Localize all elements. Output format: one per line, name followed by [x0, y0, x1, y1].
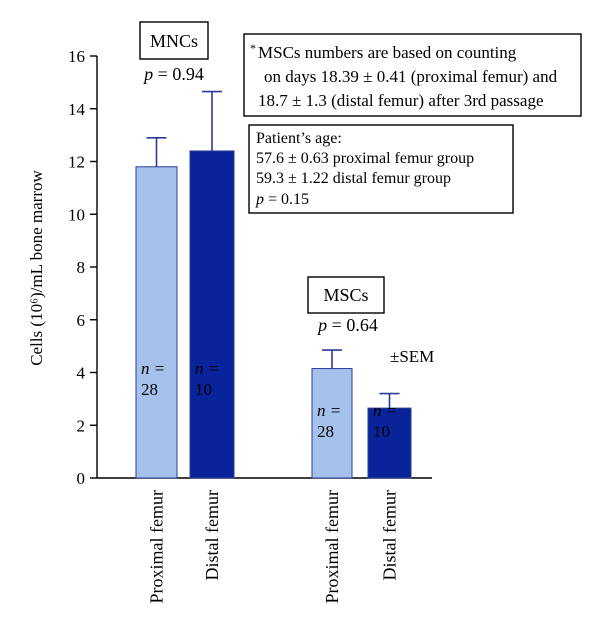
x-tick-label-mncs-distal-femur: Distal femur — [202, 490, 222, 580]
bar-mncs-distal-femur — [189, 150, 235, 479]
mscs-group-label: MSCs — [323, 285, 368, 305]
y-tick-label: 0 — [77, 469, 86, 488]
x-tick-label-mscs-distal-femur: Distal femur — [380, 490, 400, 580]
n-label-mscs-distal-femur: n = — [373, 401, 397, 420]
msc-note-line-3: 18.7 ± 1.3 (distal femur) after 3rd pass… — [258, 91, 544, 110]
y-tick-label: 10 — [68, 205, 85, 224]
error-bars-layer — [146, 90, 400, 409]
x-tick-label-mscs-proximal-femur: Proximal femur — [322, 490, 342, 603]
age-note-line-1: Patient’s age: — [256, 130, 342, 147]
x-tick-label-mncs-proximal-femur: Proximal femur — [147, 490, 167, 603]
bars-layer — [135, 150, 412, 479]
sem-label: ±SEM — [390, 347, 434, 366]
msc-note-box — [243, 33, 582, 117]
y-tick-label: 12 — [68, 153, 85, 172]
y-axis-ticks: 0 2 4 6 8 10 12 14 16 — [68, 47, 97, 488]
y-tick-label: 16 — [68, 47, 85, 66]
n-label-mscs-proximal-femur: n = — [317, 401, 341, 420]
y-tick-label: 6 — [77, 311, 86, 330]
msc-note-star: * — [250, 41, 256, 55]
bar-mscs-distal-femur — [367, 407, 412, 479]
y-tick-label: 8 — [77, 258, 86, 277]
n-label-mncs-proximal-femur: n = — [141, 359, 165, 378]
n-value-mncs-distal-femur: 10 — [195, 380, 212, 399]
n-label-mncs-distal-femur: n = — [195, 359, 219, 378]
mncs-group-label: MNCs — [150, 31, 198, 51]
age-note-line-3: 59.3 ± 1.22 distal femur group — [256, 170, 451, 187]
mscs-p-value: p = 0.64 — [316, 315, 378, 335]
age-note-p-value: p = 0.15 — [255, 191, 309, 208]
mncs-p-value: p = 0.94 — [142, 64, 204, 84]
y-tick-label: 2 — [77, 416, 86, 435]
y-axis-label: Cells (10⁶)/mL bone marrow — [27, 170, 46, 366]
x-tick-labels-layer: Proximal femur Distal femur Proximal femur… — [147, 490, 400, 603]
n-labels-layer: n = 28 n = 10 n = 28 n = 10 — [141, 359, 397, 441]
mncs-label-box — [139, 21, 209, 60]
n-value-mscs-proximal-femur: 28 — [317, 422, 334, 441]
n-value-mscs-distal-femur: 10 — [373, 422, 390, 441]
age-note-box — [248, 124, 514, 214]
msc-note-line-1: MSCs numbers are based on counting — [258, 43, 517, 62]
age-note-line-2: 57.6 ± 0.63 proximal femur group — [256, 150, 474, 167]
bar-mscs-proximal-femur — [311, 368, 353, 479]
msc-note-line-2: on days 18.39 ± 0.41 (proximal femur) an… — [264, 67, 558, 86]
y-tick-label: 4 — [77, 364, 86, 383]
y-tick-label: 14 — [68, 100, 86, 119]
n-value-mncs-proximal-femur: 28 — [141, 380, 158, 399]
bar-mncs-proximal-femur — [135, 166, 178, 479]
mscs-label-box — [307, 276, 385, 314]
